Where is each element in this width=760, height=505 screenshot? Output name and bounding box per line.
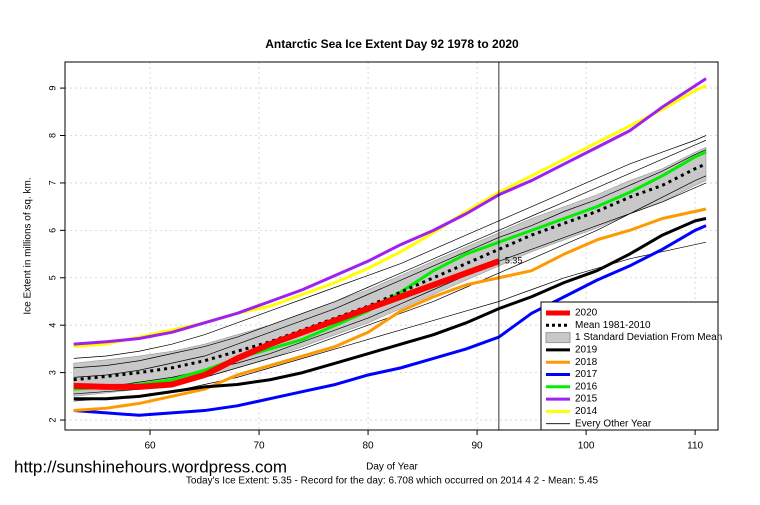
- series-line: [73, 217, 707, 401]
- legend-label: 2020: [575, 308, 598, 319]
- series-line: [73, 150, 707, 391]
- series-line: [73, 207, 707, 413]
- other-year-line: [73, 139, 707, 369]
- y-axis-label: Ice Extent in millions of sq. km.: [23, 177, 34, 314]
- series-line: [73, 258, 500, 390]
- series-line: [73, 162, 707, 382]
- y-tick-label: 5: [47, 275, 57, 280]
- x-tick-label: 110: [687, 441, 703, 452]
- legend-label: Every Other Year: [575, 418, 652, 429]
- other-year-line: [73, 182, 707, 390]
- legend-label: 2018: [575, 357, 598, 368]
- legend-box: [540, 301, 719, 431]
- plot-frame: [64, 61, 719, 431]
- y-tick-label: 2: [47, 418, 57, 423]
- x-axis-label: Day of Year: [366, 462, 418, 473]
- other-year-line: [73, 149, 707, 378]
- x-tick-label: 90: [472, 441, 484, 452]
- series-line: [73, 77, 707, 346]
- footnote: Today's Ice Extent: 5.35 - Record for th…: [186, 476, 599, 487]
- series-line: [73, 84, 707, 349]
- legend-swatch: [545, 332, 571, 344]
- x-tick-label: 80: [362, 441, 374, 452]
- chart-title: Antarctic Sea Ice Extent Day 92 1978 to …: [265, 37, 519, 51]
- y-tick-label: 9: [47, 86, 57, 91]
- legend-label: 1 Standard Deviation From Mean: [575, 332, 722, 343]
- watermark: http://sunshinehours.wordpress.com: [14, 457, 287, 476]
- x-tick-label: 70: [253, 441, 265, 452]
- legend-label: 2014: [575, 406, 598, 417]
- legend-label: Mean 1981-2010: [575, 320, 651, 331]
- legend-label: 2016: [575, 381, 598, 392]
- legend-label: 2019: [575, 345, 598, 356]
- other-year-line: [73, 135, 707, 359]
- y-tick-label: 4: [47, 323, 57, 328]
- legend-label: 2017: [575, 369, 598, 380]
- x-tick-label: 60: [144, 441, 156, 452]
- series-line: [73, 224, 707, 417]
- legend-label: 2015: [575, 394, 598, 405]
- y-tick-label: 7: [47, 180, 57, 185]
- x-tick-label: 100: [578, 441, 595, 452]
- y-tick-label: 6: [47, 228, 57, 233]
- annotation: 5.35: [505, 256, 523, 266]
- y-tick-label: 8: [47, 133, 57, 138]
- y-tick-label: 3: [47, 370, 57, 375]
